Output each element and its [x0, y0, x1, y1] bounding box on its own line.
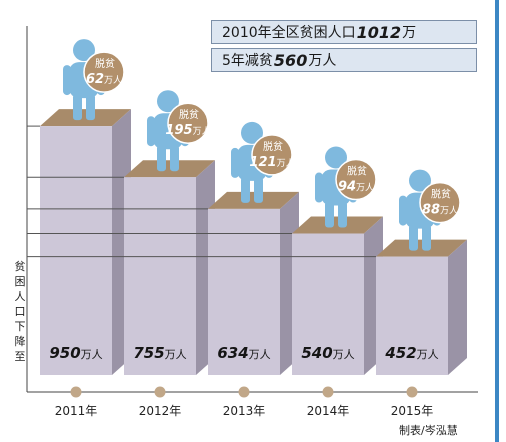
- credit-text: 制表/岑泓慧: [399, 424, 458, 437]
- data-label: 540万人: [301, 344, 354, 362]
- total-poverty-prefix: 2010年全区贫困人口: [222, 25, 356, 41]
- axis-dot: [322, 386, 334, 398]
- bar-top: [40, 109, 131, 127]
- reduction-value: 195: [165, 123, 192, 138]
- reduction-value: 88: [422, 203, 440, 218]
- data-label-value: 755: [133, 344, 164, 362]
- reduction-unit: 万人: [193, 126, 211, 137]
- axis-dot: [70, 386, 82, 398]
- data-label: 755万人: [133, 344, 186, 362]
- bar: [208, 208, 280, 375]
- person-figure-leg: [254, 176, 263, 203]
- person-figure-arm: [147, 116, 155, 147]
- bar-top: [376, 239, 467, 257]
- reduction-badge-label: 脱贫: [431, 188, 451, 201]
- data-label-unit: 万人: [417, 348, 439, 361]
- data-label-unit: 万人: [165, 348, 187, 361]
- bar-side: [448, 239, 467, 375]
- bar: [376, 256, 448, 375]
- total-poverty-suffix: 万: [402, 25, 417, 41]
- reduction-value: 62: [86, 72, 104, 87]
- reduction-badge-label: 脱贫: [263, 140, 283, 153]
- person-figure-head: [409, 169, 431, 192]
- bar: [40, 126, 112, 375]
- reduction-badge: [419, 181, 461, 224]
- person-figure-arm: [399, 195, 407, 226]
- reduction-badge-label: 脱贫: [179, 108, 199, 121]
- reduction-badge: [251, 134, 293, 176]
- axis-dot: [406, 386, 418, 398]
- reduction-badge-label: 脱贫: [95, 57, 115, 70]
- data-label-value: 540: [301, 344, 332, 362]
- person-figure-leg: [241, 176, 250, 203]
- person-figure-leg: [86, 94, 95, 121]
- reduction-total-prefix: 5年减贫: [222, 53, 273, 69]
- person-figure-leg: [157, 145, 166, 172]
- reduction-badge: [167, 102, 209, 144]
- data-label-value: 452: [384, 344, 416, 362]
- reduction-unit: 万人: [356, 183, 374, 194]
- page-edge-rule: [495, 0, 499, 442]
- reduction-unit: 万人: [277, 158, 295, 169]
- reduction-badge-label: 脱贫: [347, 165, 367, 178]
- person-figure-leg: [338, 201, 347, 228]
- x-tick-label: 2014年: [307, 404, 350, 418]
- reduction-badge-value: 195万人: [165, 123, 210, 138]
- bar: [292, 233, 364, 375]
- axis-dot: [154, 386, 166, 398]
- reduction-badge: [83, 51, 125, 93]
- reduction-unit: 万人: [104, 75, 122, 86]
- reduction-badge: [335, 158, 377, 201]
- bar-top: [124, 160, 215, 178]
- reduction-badge-value: 94万人: [338, 180, 374, 195]
- x-tick-label: 2011年: [55, 404, 98, 418]
- data-label-unit: 万人: [81, 348, 103, 361]
- data-label: 452万人: [384, 344, 438, 362]
- reduction-total-value: 560: [273, 50, 308, 70]
- person-figure-arm: [63, 65, 71, 96]
- reduction-badge-value: 121万人: [249, 155, 294, 170]
- x-tick-label: 2015年: [391, 404, 434, 418]
- person-figure-leg: [325, 201, 334, 228]
- y-axis-label: 贫困人口下降至: [14, 260, 26, 363]
- data-label-unit: 万人: [333, 348, 355, 361]
- total-poverty-value: 1012: [356, 22, 402, 42]
- person-figure-arm: [231, 147, 239, 178]
- person-figure-leg: [170, 145, 179, 172]
- bar-top: [208, 191, 299, 209]
- data-label-unit: 万人: [249, 348, 271, 361]
- reduction-badge-value: 62万人: [86, 72, 122, 87]
- person-figure-head: [157, 90, 179, 113]
- person-figure-leg: [422, 224, 431, 251]
- reduction-unit: 万人: [440, 206, 458, 217]
- data-label-value: 634: [217, 344, 248, 362]
- x-tick-label: 2012年: [139, 404, 182, 418]
- bar: [124, 177, 196, 375]
- data-label: 950万人: [49, 344, 102, 362]
- axis-dot: [238, 386, 250, 398]
- person-figure-head: [73, 39, 95, 62]
- person-figure-arm: [315, 172, 323, 203]
- data-label: 634万人: [217, 344, 270, 362]
- reduction-total-box: 5年减贫 560 万人: [211, 48, 477, 72]
- reduction-badge-value: 88万人: [422, 203, 458, 218]
- bar-top: [292, 216, 383, 234]
- person-figure-leg: [409, 224, 418, 251]
- reduction-value: 94: [338, 180, 356, 195]
- person-figure-head: [241, 121, 263, 144]
- person-figure-leg: [73, 94, 82, 121]
- reduction-value: 121: [249, 155, 276, 170]
- reduction-total-suffix: 万人: [308, 53, 337, 69]
- person-figure-head: [325, 146, 347, 169]
- x-tick-label: 2013年: [223, 404, 266, 418]
- total-poverty-box: 2010年全区贫困人口 1012 万: [211, 20, 477, 44]
- data-label-value: 950: [49, 344, 80, 362]
